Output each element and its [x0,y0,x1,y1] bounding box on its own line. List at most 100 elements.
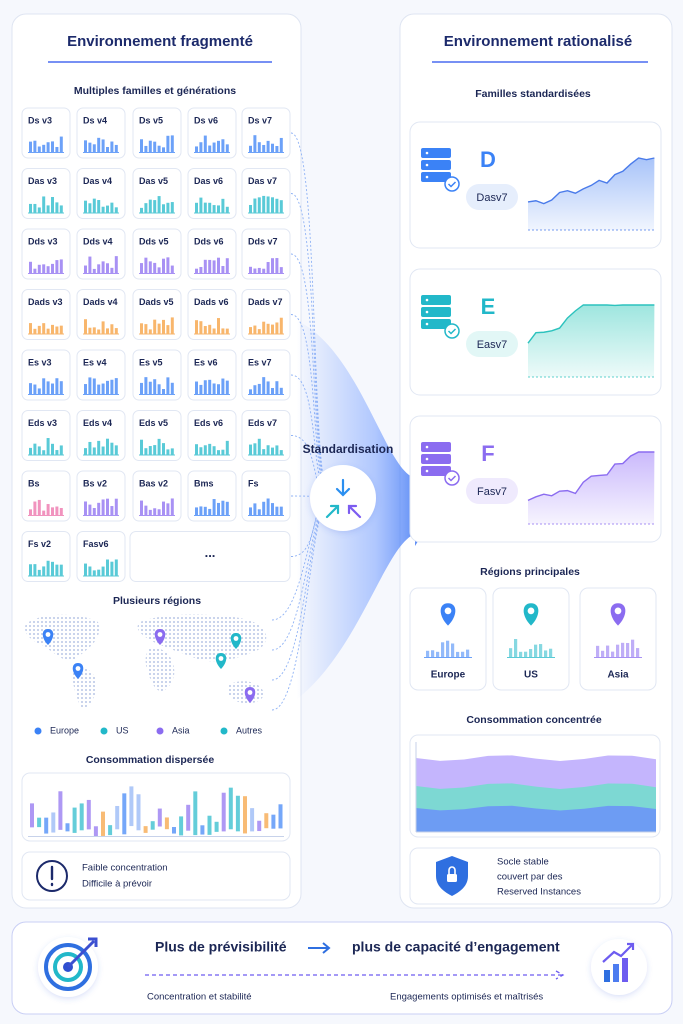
server-led [425,151,429,155]
right-title: Environnement rationalisé [444,33,632,50]
mini-bar [153,508,157,515]
mini-bar [166,449,170,455]
instance-tile[interactable] [132,410,182,461]
map-pin [230,633,242,649]
legend-dot [34,727,42,735]
mini-bar [33,140,37,152]
mini-bar [157,196,161,213]
mini-bar [46,328,50,334]
mini-bar [253,325,257,334]
mini-bar [153,379,157,394]
mini-bar [275,258,279,273]
mini-bar [279,450,283,455]
mini-bar [92,144,96,152]
mini-bar [55,202,59,213]
dispersed-bar [86,799,91,830]
mini-bar [97,137,101,152]
tile-label: Bs v2 [83,478,107,488]
mini-bar [249,204,252,213]
mini-bar [97,384,101,394]
mini-bar [110,379,114,394]
mini-bar [46,504,50,515]
dispersed-bar [65,823,70,832]
mini-bar [266,323,270,334]
dispersed-bar [129,786,134,827]
tile-label: Eds v3 [28,418,57,428]
mini-bar [55,450,59,455]
mini-bar [148,140,152,152]
mini-bar [153,445,157,455]
region-card[interactable] [579,587,657,691]
mini-bar [199,266,203,273]
tile-label: Dds v3 [28,236,58,246]
server-led [425,310,429,314]
mini-bar [271,503,274,515]
tile-label: Es v7 [248,357,272,367]
mini-bar [110,506,114,515]
mini-bar [140,382,143,394]
mini-bar [29,383,32,394]
dispersed-bar [58,791,63,830]
mini-bar [221,139,225,152]
mini-bar [212,499,216,515]
mini-bar [225,206,229,213]
mini-bar [114,328,118,334]
footer-headline: Plus de prévisibilité [155,939,287,955]
note-box [409,847,661,905]
mini-bar [217,450,220,455]
mini-bar [257,267,261,273]
mini-bar [51,197,54,213]
mini-bar [253,503,257,515]
mini-bar [42,196,46,213]
mini-bar [262,321,266,334]
tile-label: Ds v3 [28,115,52,125]
mini-bar [212,328,216,334]
mini-bar [37,388,41,394]
mini-bar [221,198,225,213]
section-heading: Consommation dispersée [86,754,215,766]
mini-bar [148,199,152,213]
mini-bar [275,198,279,213]
section-heading: Multiples familles et générations [74,85,236,97]
check-mark [447,475,457,482]
mini-bar [157,145,161,152]
mini-bar [55,146,59,152]
mini-bar [195,268,198,273]
mini-bar [55,260,59,273]
mini-bar [257,197,261,213]
map-pin [523,603,539,626]
mini-bar [217,502,220,515]
mini-bar [170,265,174,273]
mini-bar [199,447,203,455]
server-led [425,163,429,167]
mini-bar [616,644,620,657]
dispersed-bar [179,816,184,836]
mini-bar [221,449,225,455]
mini-bar [59,381,63,394]
map-pin-dot [75,666,81,671]
mini-bar [42,566,46,576]
mini-bar [157,438,161,455]
server-unit [421,160,451,170]
mini-bar [221,328,225,334]
region-card[interactable] [492,587,570,691]
server-unit [421,307,451,317]
more-label: ... [205,545,216,560]
trend-line [527,451,655,502]
mini-bar [157,509,161,515]
mini-bar [106,559,109,576]
mini-bar [97,329,101,334]
mini-bar [153,200,157,213]
family-letter: D [480,147,496,172]
map-pin-dot [527,607,535,615]
mini-bar [42,510,46,515]
mini-bar [97,502,101,515]
mini-bar [212,142,216,152]
mini-bar [266,196,270,213]
footer-headline: plus de capacité d’engagement [352,939,560,955]
mini-bar [221,378,225,394]
mini-bar [46,142,50,152]
region-card[interactable] [409,587,487,691]
mini-bar [37,207,41,213]
mini-bar [170,135,174,152]
